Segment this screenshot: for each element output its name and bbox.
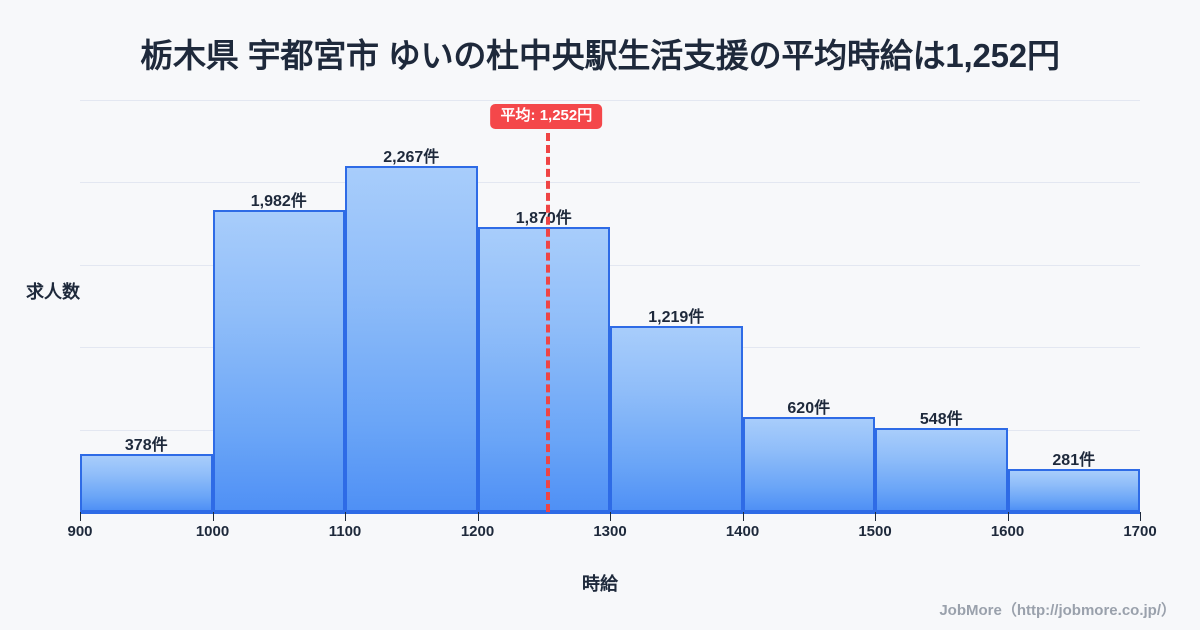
bar-value-label: 1,982件 [250,192,307,210]
x-axis-tick [345,512,346,521]
footer-watermark: JobMore（http://jobmore.co.jp/） [939,602,1176,619]
bar[interactable] [1007,469,1140,512]
x-axis-tick [80,512,81,521]
x-axis-tick-label: 1700 [1123,523,1157,540]
bar-value-label: 1,219件 [648,308,705,326]
x-axis-tick-label: 1400 [725,523,760,540]
x-axis-tick-label: 900 [67,523,93,540]
x-axis-tick [875,512,876,521]
gridline [80,264,1140,266]
bar[interactable] [212,209,345,512]
x-axis-tick [212,512,214,521]
x-axis-tick-label: 1600 [990,523,1025,540]
bar[interactable] [875,428,1008,512]
x-axis-tick [610,512,611,521]
x-axis-tick [742,512,744,521]
plot-area: 378件 1,982件 2,267件 1,870件 1,219件 620件 548件 281件 [80,100,1140,512]
average-line [546,133,551,512]
x-axis-tick [477,512,479,521]
x-axis-tick-label: 1100 [328,523,362,540]
gridline [80,100,1140,101]
x-axis-tick-label: 1500 [858,523,892,540]
bar[interactable] [742,417,875,512]
bar-value-label: 620件 [787,400,831,418]
x-axis-tick-label: 1000 [195,523,230,540]
x-axis-tick [1140,512,1141,521]
bar[interactable] [80,454,213,512]
page-title: 栃木県 宇都宮市 ゆいの杜中央駅生活支援の平均時給は1,252円 [140,37,1060,74]
x-axis-tick [1007,512,1009,521]
bar[interactable] [477,226,610,512]
x-axis-tick-label: 1200 [460,523,495,540]
x-axis-tick-label: 1300 [593,523,627,540]
x-axis-title: 時給 [582,574,618,594]
bar[interactable] [345,166,478,512]
bar-value-label: 1,870件 [515,209,572,227]
bar-value-label: 2,267件 [383,149,440,167]
bar[interactable] [610,325,743,512]
bar-value-label: 548件 [919,411,963,429]
gridline [80,182,1140,184]
y-axis-title: 求人数 [26,282,80,302]
bar-value-label: 378件 [124,437,168,455]
bar-value-label: 281件 [1052,452,1096,470]
average-badge: 平均: 1,252円 [490,104,603,129]
